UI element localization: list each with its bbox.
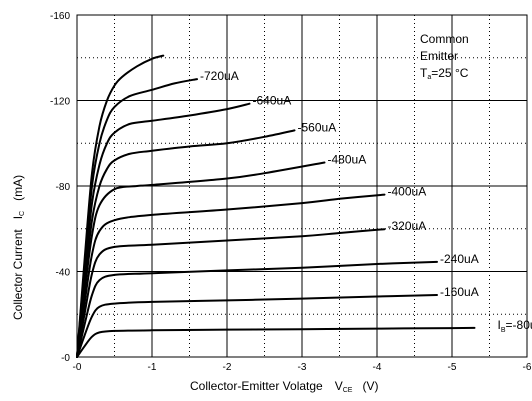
curve-labels: IB=-80uA -160uA -240uA -320uA -400uA -480uA -5… — [200, 69, 532, 334]
x-tick-label: -4 — [373, 362, 382, 373]
series-line — [76, 193, 386, 358]
series-label: -640uA — [253, 94, 292, 108]
x-tick-label: -2 — [223, 362, 232, 373]
series-line — [76, 260, 438, 358]
x-tick-label: -5 — [448, 362, 457, 373]
x-tick-label: -3 — [298, 362, 307, 373]
series-line — [76, 102, 251, 358]
annotation-line-3: Ta=25 °C — [420, 66, 469, 81]
grid — [77, 15, 527, 357]
y-tick-label: -160 — [50, 11, 70, 22]
y-tick-label: -40 — [56, 268, 71, 279]
series-line — [76, 129, 296, 358]
series-label: -400uA — [388, 185, 427, 199]
y-tick-label: -120 — [50, 97, 70, 108]
x-axis-label: Collector-Emitter Volatge VCE (V) — [190, 379, 378, 394]
series-label: -560uA — [298, 120, 337, 134]
series-line — [76, 228, 386, 358]
series-line — [76, 161, 326, 358]
annotation-line-1: Common — [420, 32, 469, 46]
series-label: -320uA — [388, 219, 427, 233]
series-label: IB=-80uA — [498, 318, 532, 334]
ticks: -0 -1 -2 -3 -4 -5 -6 -0 -40 -80 -120 -160 — [50, 11, 532, 373]
series-label: -720uA — [200, 69, 239, 83]
y-axis-label: Collector CurrentIC(mA) — [11, 175, 26, 320]
annotation-line-2: Emitter — [420, 49, 458, 63]
y-tick-label: -0 — [61, 353, 70, 364]
series-line — [76, 294, 438, 358]
series-label: -480uA — [328, 152, 367, 166]
series-label: -240uA — [440, 252, 479, 266]
series-label: -160uA — [440, 285, 479, 299]
annotation: Common Emitter Ta=25 °C — [420, 32, 469, 81]
curves — [76, 54, 476, 358]
plot-frame — [76, 14, 528, 358]
series-line — [76, 54, 165, 358]
x-tick-label: -0 — [73, 362, 82, 373]
x-tick-label: -1 — [148, 362, 157, 373]
series-line — [76, 326, 476, 358]
y-tick-label: -80 — [56, 182, 71, 193]
x-tick-label: -6 — [523, 362, 532, 373]
